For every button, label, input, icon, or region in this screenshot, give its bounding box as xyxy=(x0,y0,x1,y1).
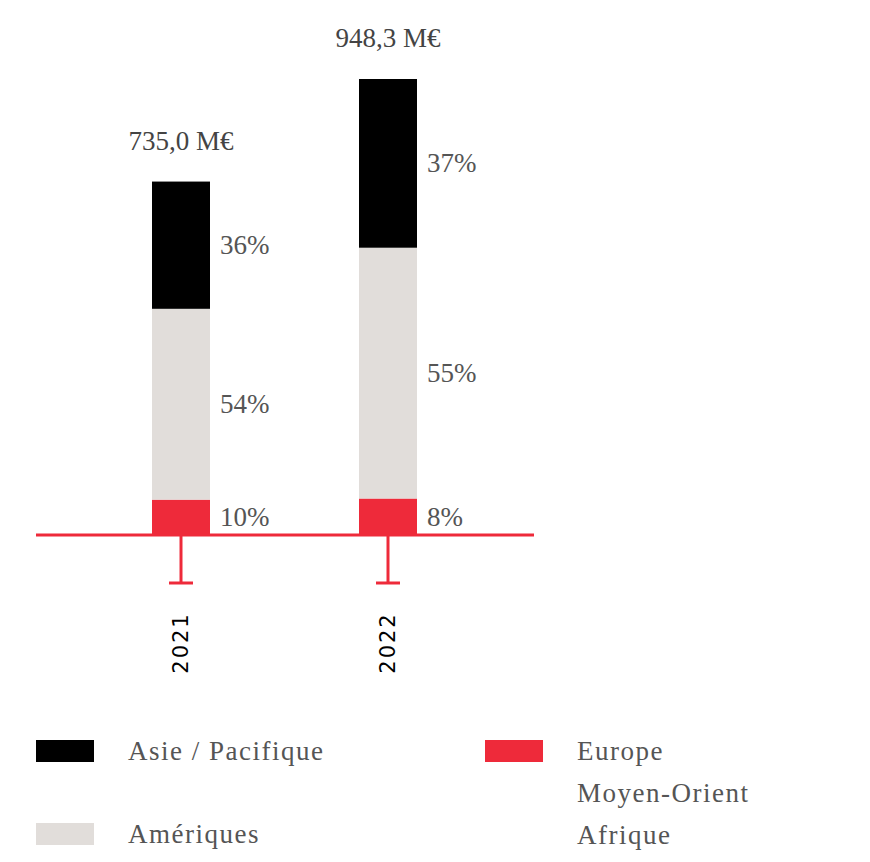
legend-swatch xyxy=(485,740,543,762)
bar-segment xyxy=(152,500,210,535)
baseline xyxy=(36,534,534,537)
x-tick-foot xyxy=(376,582,400,585)
legend-label: Europe Moyen-Orient Afrique xyxy=(577,736,749,850)
data-label: 37% xyxy=(427,148,477,178)
total-label: 948,3 M€ xyxy=(335,23,441,53)
legend-label-line: Afrique xyxy=(577,820,671,850)
x-tick xyxy=(387,535,390,583)
legend-label: Asie / Pacifique xyxy=(128,736,324,766)
bar-segment xyxy=(359,79,417,248)
data-label: 36% xyxy=(220,230,270,260)
legend: Asie / Pacifique Amériques Europe Moyen-Ori… xyxy=(36,736,749,850)
total-label: 735,0 M€ xyxy=(128,126,234,156)
data-label: 54% xyxy=(220,389,270,419)
x-tick xyxy=(180,535,183,583)
data-label: 8% xyxy=(427,502,463,532)
legend-label-line: Europe xyxy=(577,736,664,766)
bar-segment xyxy=(152,309,210,500)
x-tick-label: 2021 xyxy=(169,612,193,673)
x-tick-foot xyxy=(169,582,193,585)
legend-swatch xyxy=(36,740,94,762)
legend-label: Amériques xyxy=(128,819,260,849)
legend-swatch xyxy=(36,823,94,845)
labels: 10% 54% 36% 735,0 M€ 2021 8% 55% 37% 948,3 M€ 202… xyxy=(128,23,476,674)
bar-segment xyxy=(152,182,210,309)
data-label: 55% xyxy=(427,358,477,388)
data-label: 10% xyxy=(220,502,270,532)
chart-svg: 10% 54% 36% 735,0 M€ 2021 8% 55% 37% 948,3 M€ 202… xyxy=(0,0,870,862)
bar-segment xyxy=(359,248,417,499)
bar-segment xyxy=(359,499,417,535)
chart-root: 10% 54% 36% 735,0 M€ 2021 8% 55% 37% 948,3 M€ 202… xyxy=(0,0,870,862)
legend-label-line: Moyen-Orient xyxy=(577,778,749,808)
x-tick-label: 2022 xyxy=(376,612,400,673)
